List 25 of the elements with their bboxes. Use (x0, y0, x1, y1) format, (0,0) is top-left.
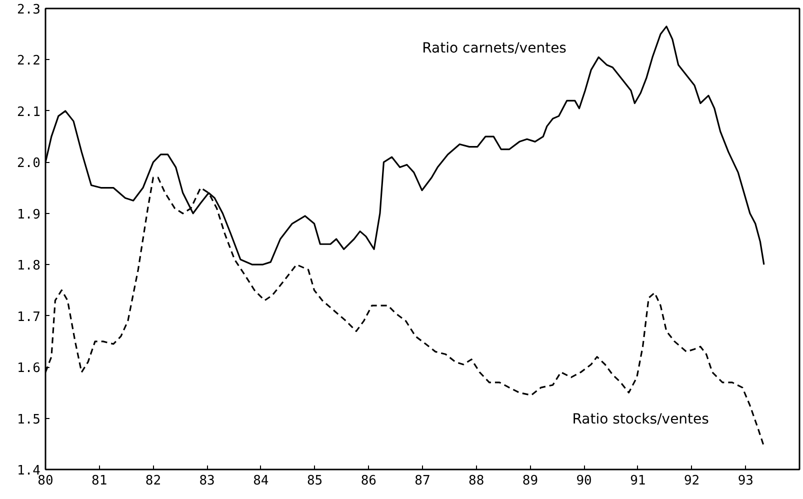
x-tick-label: 88 (468, 474, 484, 488)
text: Ratio stocks/ventes (572, 411, 709, 428)
x-tick-label: 92 (684, 474, 700, 488)
x-tick-label: 86 (360, 474, 376, 488)
y-tick-label: 1.8 (17, 258, 41, 274)
y-tick-label: 1.9 (17, 207, 41, 222)
x-tick-label: 89 (522, 474, 538, 488)
y-tick-label: 1.5 (17, 412, 41, 428)
y-tick-label: 2.3 (17, 2, 41, 18)
y-tick-label: 2.2 (17, 54, 41, 69)
x-tick-label: 84 (253, 474, 269, 488)
y-tick-label: 1.7 (17, 310, 41, 325)
y-tick-label: 2.0 (17, 156, 41, 172)
x-tick-label: 93 (738, 474, 754, 488)
x-tick-label: 82 (145, 474, 162, 488)
y-tick-label: 1.6 (17, 361, 41, 376)
x-tick-label: 81 (92, 474, 108, 488)
x-tick-label: 87 (414, 474, 430, 488)
x-tick-label: 91 (630, 474, 646, 488)
x-tick-label: 85 (306, 474, 323, 488)
y-tick-label: 2.1 (17, 104, 41, 120)
text: Ratio carnets/ventes (422, 40, 566, 56)
x-tick-label: 90 (576, 474, 592, 488)
x-tick-label: 80 (38, 474, 54, 488)
x-tick-label: 83 (199, 474, 215, 488)
